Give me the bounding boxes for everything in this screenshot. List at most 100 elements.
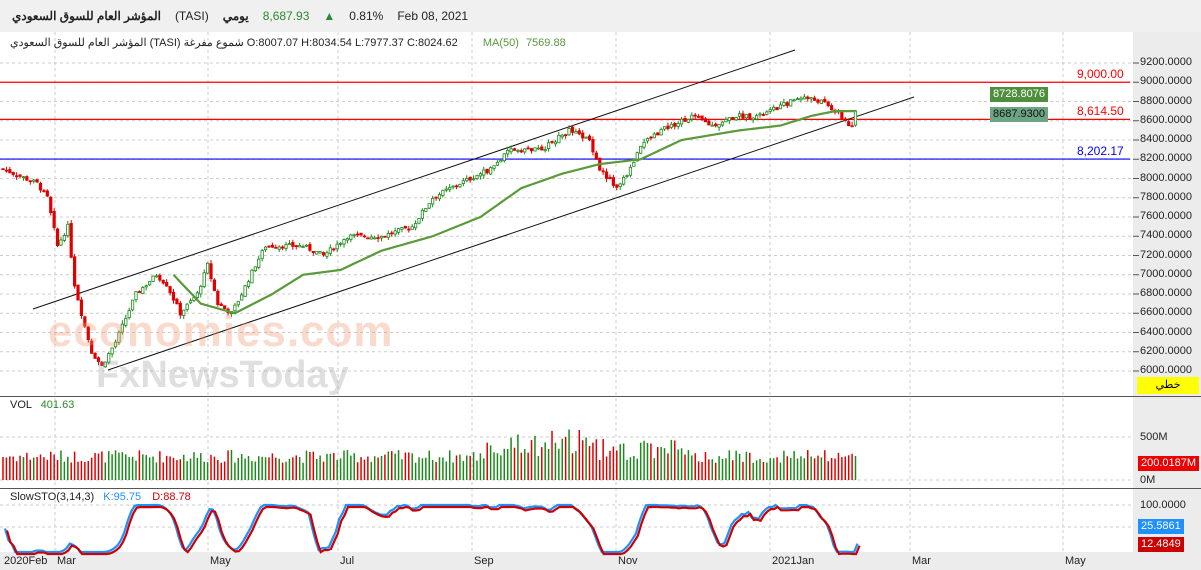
candle-body bbox=[816, 99, 820, 103]
candle-body bbox=[697, 115, 701, 118]
volume-tick: 0M bbox=[1140, 474, 1156, 486]
candle-body bbox=[257, 258, 261, 268]
candle-body bbox=[168, 286, 172, 294]
candle-body bbox=[437, 194, 442, 200]
candle-body bbox=[287, 243, 292, 246]
candle-body bbox=[840, 111, 844, 119]
candle-body bbox=[424, 207, 428, 212]
candle-body bbox=[66, 223, 70, 236]
candle-body bbox=[826, 101, 830, 107]
candle-body bbox=[707, 120, 711, 126]
candle-body bbox=[8, 169, 12, 174]
candle-body bbox=[611, 177, 615, 186]
candle-body bbox=[608, 176, 612, 180]
candle-body bbox=[342, 239, 346, 245]
candle-body bbox=[25, 176, 29, 181]
candle-body bbox=[700, 115, 704, 121]
candle-body bbox=[778, 104, 783, 110]
candle-body bbox=[560, 134, 564, 138]
candle-body bbox=[175, 298, 179, 305]
candle-body bbox=[485, 168, 489, 174]
candle-body bbox=[32, 179, 36, 182]
candle-body bbox=[376, 237, 380, 239]
candle-body bbox=[717, 123, 721, 128]
candle-body bbox=[553, 141, 558, 145]
candle-body bbox=[277, 246, 281, 250]
candle-body bbox=[649, 136, 653, 139]
candle-body bbox=[802, 96, 806, 100]
scale-mode-button[interactable]: خطي bbox=[1137, 377, 1199, 394]
candle-body bbox=[570, 126, 575, 133]
candle-body bbox=[458, 183, 462, 188]
candle-body bbox=[720, 121, 725, 126]
price-axis[interactable] bbox=[1133, 32, 1201, 570]
symbol-header: المؤشر العام للسوق السعودي (TASI) يومي 8… bbox=[0, 0, 1201, 32]
candle-body bbox=[161, 279, 165, 284]
price-tick: 6600.0000 bbox=[1140, 306, 1192, 319]
stoch-k: K:95.75 bbox=[103, 491, 142, 503]
candle-body bbox=[267, 245, 271, 248]
candle-body bbox=[79, 299, 84, 316]
time-tick: May bbox=[210, 555, 231, 567]
candle-body bbox=[639, 145, 643, 154]
candle-body bbox=[628, 166, 633, 176]
channel-upper-line bbox=[32, 49, 796, 310]
candle-body bbox=[18, 174, 22, 177]
candle-body bbox=[35, 179, 39, 183]
candle-body bbox=[792, 99, 796, 102]
candle-body bbox=[171, 291, 176, 301]
pane-divider[interactable] bbox=[0, 396, 1201, 397]
candle-body bbox=[124, 317, 128, 326]
candle-body bbox=[683, 118, 687, 122]
price-tick: 9200.0000 bbox=[1140, 56, 1192, 68]
candle-body bbox=[274, 246, 278, 249]
candle-body bbox=[714, 123, 718, 127]
candle-body bbox=[110, 347, 114, 355]
candle-body bbox=[550, 140, 554, 143]
candle-body bbox=[407, 228, 411, 231]
candle-body bbox=[141, 287, 145, 294]
price-legend: المؤشر العام للسوق السعودي (TASI) شموع م… bbox=[10, 37, 566, 50]
stoch-legend: SlowSTO(3,14,3) K:95.75 D:88.78 bbox=[10, 491, 191, 504]
stoch-label: SlowSTO(3,14,3) bbox=[10, 491, 95, 503]
candle-body bbox=[356, 233, 360, 236]
candle-body bbox=[690, 114, 694, 120]
candle-body bbox=[373, 237, 377, 240]
time-axis[interactable] bbox=[0, 552, 1133, 570]
pane-divider[interactable] bbox=[0, 488, 1201, 489]
candle-body bbox=[618, 183, 622, 187]
stoch-tick: 100.0000 bbox=[1140, 499, 1186, 511]
candle-body bbox=[652, 133, 656, 139]
candle-body bbox=[253, 266, 257, 272]
candle-body bbox=[209, 263, 213, 280]
candle-body bbox=[325, 252, 329, 257]
candle-body bbox=[90, 340, 94, 354]
candle-body bbox=[113, 341, 118, 348]
candle-body bbox=[11, 171, 15, 175]
time-tick: 2021Jan bbox=[772, 555, 815, 567]
candle-body bbox=[45, 190, 49, 197]
candle-body bbox=[543, 149, 547, 152]
candle-body bbox=[673, 123, 677, 127]
candle-body bbox=[1, 168, 5, 171]
time-tick: Mar bbox=[912, 555, 931, 567]
price-tick: 6800.0000 bbox=[1140, 287, 1192, 299]
candle-body bbox=[284, 244, 288, 249]
candle-body bbox=[148, 281, 152, 286]
candle-body bbox=[724, 118, 728, 123]
candle-body bbox=[693, 114, 697, 117]
candle-body bbox=[243, 285, 247, 297]
price-tick: 7600.0000 bbox=[1140, 210, 1192, 222]
candle-body bbox=[768, 109, 772, 112]
candle-body bbox=[795, 98, 800, 101]
candle-body bbox=[662, 126, 667, 130]
candle-body bbox=[400, 227, 404, 230]
period-label[interactable]: يومي bbox=[222, 9, 249, 23]
price-tick: 6000.0000 bbox=[1140, 364, 1192, 376]
candle-body bbox=[127, 310, 131, 319]
candle-body bbox=[427, 203, 431, 209]
candle-body bbox=[349, 234, 353, 240]
price-tick: 9000.0000 bbox=[1140, 75, 1192, 88]
ma-badge: 8728.8076 bbox=[990, 87, 1048, 102]
